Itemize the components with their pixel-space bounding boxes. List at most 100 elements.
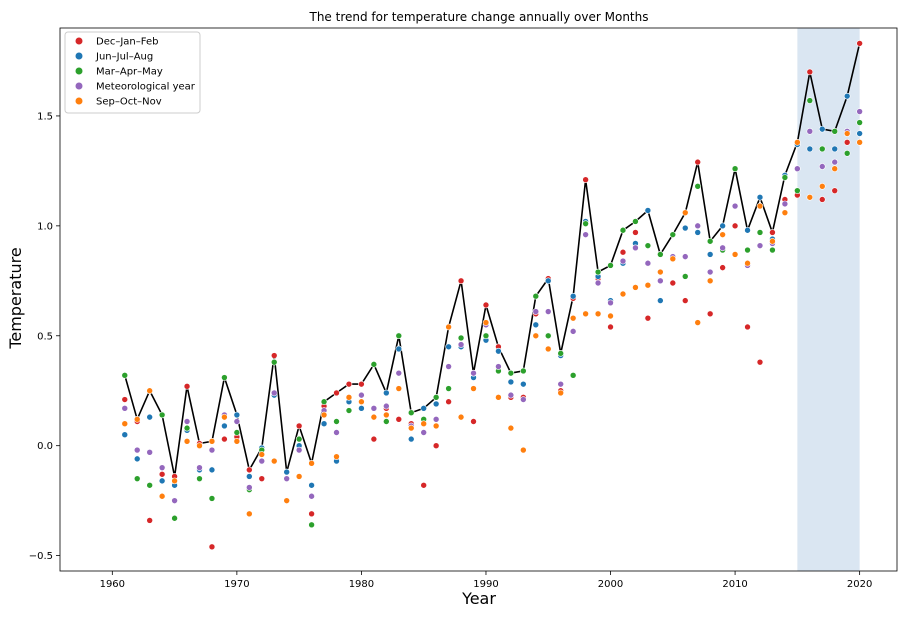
legend: Dec–Jan–Feb Jun–Jul–Aug Mar–Apr–May Meteoro… [64,31,201,114]
data-point [470,385,477,392]
data-point [769,229,776,236]
data-point [831,165,839,172]
data-point [681,297,689,304]
data-point [221,435,228,443]
data-point [532,308,540,315]
data-point [445,363,452,370]
data-point [818,163,826,170]
data-point [644,242,652,249]
data-point [221,374,228,381]
data-point [557,350,565,357]
data-point [370,405,378,412]
data-point [295,473,303,480]
legend-marker [75,37,83,45]
data-point [146,413,153,421]
data-point [121,405,129,412]
y-tick-label: −0.5 [29,551,53,562]
data-point [507,378,515,386]
data-point [158,411,166,419]
data-point [607,312,614,320]
legend-label: Jun–Jul–Aug [95,52,153,63]
data-point [208,446,216,454]
data-point [358,405,365,412]
data-point [532,292,540,300]
data-point [719,244,726,252]
data-point [295,446,303,454]
data-point [295,422,303,430]
data-point [320,411,328,419]
legend-box [64,31,201,114]
data-point [133,416,141,423]
data-point [158,464,166,471]
data-point [333,389,340,397]
data-point [569,292,577,300]
data-point [457,334,465,342]
data-point [432,442,440,449]
data-point [856,130,863,137]
data-point [818,196,826,203]
x-tick-label: 1970 [224,579,249,590]
data-point [744,226,751,234]
data-point [769,237,776,245]
data-point [532,321,540,329]
data-point [246,466,253,474]
highlight-span [797,28,860,571]
data-point [769,246,776,254]
data-point [320,398,328,406]
max-temperature-line [124,43,861,477]
data-point [557,389,565,397]
data-point [308,521,315,529]
data-point [594,279,602,287]
legend-marker [75,67,83,75]
data-point [308,510,315,518]
data-point [183,424,191,432]
x-tick-label: 1990 [473,579,498,590]
data-point [619,248,627,256]
data-point [582,220,589,227]
data-point [457,413,465,421]
data-point [507,391,515,399]
data-point [295,435,303,443]
x-tick-label: 1960 [100,579,125,590]
data-point [806,97,814,104]
data-point [831,158,839,166]
data-point [532,332,540,340]
data-point [706,237,714,245]
data-point [557,380,565,388]
data-point [158,470,166,478]
y-tick-label: 0.0 [37,441,53,452]
data-point [520,380,527,388]
data-point [806,193,814,201]
data-point [495,394,502,401]
data-point [843,130,851,137]
data-point [544,332,552,340]
data-point [283,475,290,482]
data-point [482,332,490,340]
data-point [719,222,726,230]
chart-title: The trend for temperature change annuall… [308,10,648,24]
data-point [582,310,589,318]
legend-label: Mar–Apr–May [96,67,163,78]
data-point [843,139,851,146]
legend-label: Meteorological year [96,82,196,93]
data-point [607,262,614,269]
data-point [308,492,315,500]
data-point [445,385,452,392]
axes-frame [59,27,898,572]
data-point [657,268,664,276]
data-point [831,145,839,153]
data-point [856,119,863,126]
data-point [569,372,577,379]
data-point [644,207,652,214]
data-point [544,345,552,353]
data-point [270,389,278,397]
data-point [121,431,129,439]
data-point [370,435,378,443]
data-point [681,253,689,260]
data-point [669,279,677,287]
data-point [308,481,315,489]
data-point [569,328,577,335]
data-point [632,244,639,252]
data-point [520,446,527,454]
